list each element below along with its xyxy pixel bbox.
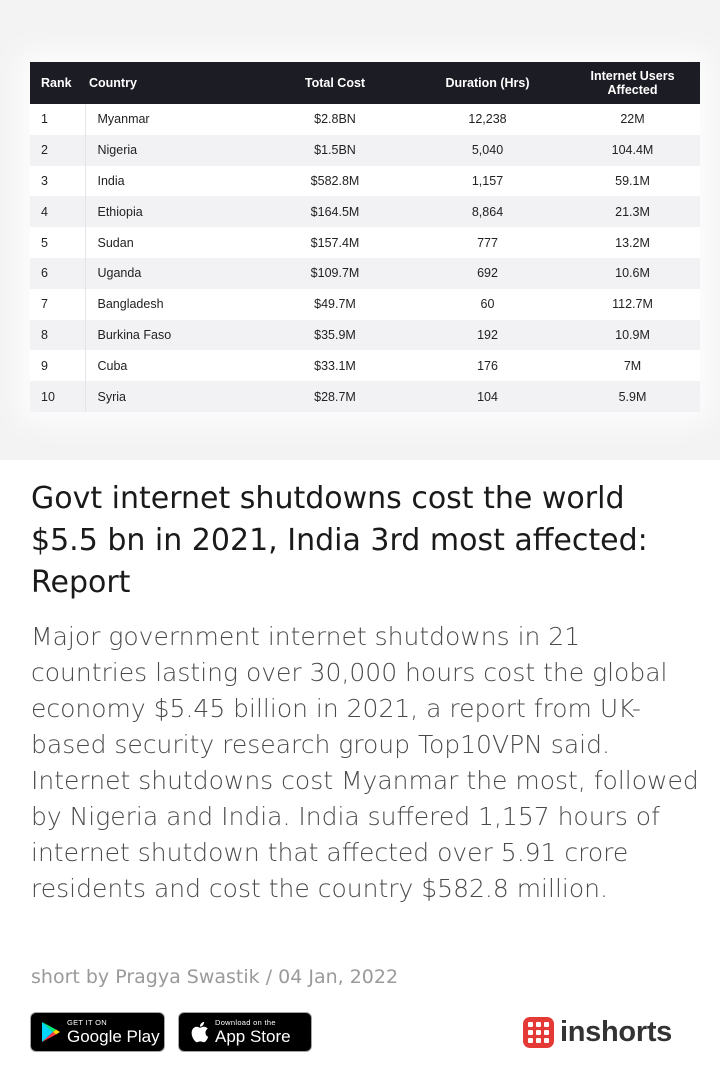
cell-rank: 1 <box>30 104 86 135</box>
cell-total-cost: $33.1M <box>314 358 356 373</box>
header-rank: Rank <box>41 76 72 90</box>
cell-total-cost: $109.7M <box>310 266 360 281</box>
cell-users-affected: 112.7M <box>612 297 653 312</box>
cell-users-affected: 21.3M <box>615 204 650 219</box>
cell-rank: 2 <box>30 134 86 166</box>
table-row: 5 Sudan $157.4M 777 13.2M <box>30 227 700 258</box>
cell-country: Cuba <box>97 358 128 373</box>
table-row: 4 Ethiopia $164.5M 8,864 21.3M <box>30 196 700 228</box>
cell-users-affected: 13.2M <box>615 235 650 250</box>
google-play-small-text: GET IT ON <box>67 1018 107 1027</box>
cell-country: India <box>97 173 125 188</box>
article-byline: short by Pragya Swastik / 04 Jan, 2022 <box>31 966 399 988</box>
table-row: 9 Cuba $33.1M 176 7M <box>30 350 700 382</box>
cell-users-affected: 22M <box>620 112 645 127</box>
cell-users-affected: 5.9M <box>618 389 647 404</box>
cell-duration: 5,040 <box>471 143 504 158</box>
cell-total-cost: $157.4M <box>310 235 360 250</box>
table-row: 7 Bangladesh $49.7M 60 112.7M <box>30 288 700 320</box>
cell-country: Uganda <box>97 266 142 281</box>
cell-users-affected: 10.6M <box>615 266 650 281</box>
header-country: Country <box>89 76 137 90</box>
cell-duration: 192 <box>477 327 498 342</box>
app-store-badge[interactable]: Download on the App Store <box>178 1012 312 1052</box>
cell-duration: 777 <box>477 235 498 250</box>
cell-rank: 7 <box>30 288 86 320</box>
cell-total-cost: $2.8BN <box>314 112 356 127</box>
table-row: 8 Burkina Faso $35.9M 192 10.9M <box>30 319 700 351</box>
google-play-badge[interactable]: GET IT ON Google Play <box>30 1012 165 1052</box>
inshorts-logo-icon <box>523 1016 554 1048</box>
cell-country: Bangladesh <box>97 297 164 312</box>
cell-rank: 5 <box>30 227 86 258</box>
cell-rank: 3 <box>30 165 86 197</box>
cell-duration: 176 <box>477 358 498 373</box>
cell-users-affected: 104.4M <box>611 143 654 158</box>
table-row: 6 Uganda $109.7M 692 10.6M <box>30 257 700 289</box>
play-store-icon <box>37 1021 65 1043</box>
shutdown-cost-table-card: Rank Country Total Cost Duration (Hrs) I… <box>30 62 700 412</box>
cell-country: Sudan <box>97 235 134 250</box>
shutdown-cost-table: Rank Country Total Cost Duration (Hrs) I… <box>30 62 701 412</box>
apple-icon <box>185 1020 213 1044</box>
cell-duration: 8,864 <box>471 204 504 219</box>
google-play-big-text: Google Play <box>67 1027 160 1046</box>
cell-country: Ethiopia <box>97 204 143 219</box>
table-row: 3 India $582.8M 1,157 59.1M <box>30 165 700 197</box>
cell-duration: 60 <box>480 297 495 312</box>
cell-duration: 692 <box>477 266 498 281</box>
cell-rank: 4 <box>30 196 86 228</box>
app-store-big-text: App Store <box>215 1027 291 1046</box>
header-duration: Duration (Hrs) <box>445 76 530 90</box>
table-header-row: Rank Country Total Cost Duration (Hrs) I… <box>30 62 700 104</box>
cell-country: Syria <box>97 389 126 404</box>
cell-total-cost: $1.5BN <box>314 143 356 158</box>
app-store-small-text: Download on the <box>215 1018 276 1027</box>
table-row: 2 Nigeria $1.5BN 5,040 104.4M <box>30 134 700 166</box>
cell-rank: 10 <box>30 381 86 412</box>
cell-users-affected: 10.9M <box>615 327 650 342</box>
inshorts-brand[interactable]: inshorts <box>523 1012 672 1052</box>
cell-users-affected: 7M <box>623 358 642 373</box>
article-body: Major government internet shutdowns in 2… <box>31 622 699 903</box>
cell-country: Nigeria <box>97 143 138 158</box>
cell-country: Myanmar <box>97 112 150 127</box>
cell-users-affected: 59.1M <box>615 173 650 188</box>
cell-total-cost: $28.7M <box>314 389 356 404</box>
cell-duration: 12,238 <box>468 112 507 127</box>
cell-duration: 104 <box>477 389 498 404</box>
cell-total-cost: $582.8M <box>310 173 360 188</box>
header-users-affected: Internet Users Affected <box>590 69 675 97</box>
cell-country: Burkina Faso <box>97 327 172 342</box>
table-body: 1 Myanmar $2.8BN 12,238 22M 2 Nigeria $1.5BN 5,0… <box>30 104 700 412</box>
article-headline[interactable]: Govt internet shutdowns cost the world $… <box>31 481 648 600</box>
header-total-cost: Total Cost <box>304 76 366 90</box>
table-row: 1 Myanmar $2.8BN 12,238 22M <box>30 104 700 135</box>
cell-rank: 8 <box>30 319 86 351</box>
cell-total-cost: $35.9M <box>314 327 356 342</box>
cell-total-cost: $164.5M <box>310 204 360 219</box>
cell-rank: 9 <box>30 350 86 382</box>
brand-name: inshorts <box>560 1015 672 1048</box>
cell-total-cost: $49.7M <box>314 297 356 312</box>
cell-duration: 1,157 <box>471 173 504 188</box>
article-image: Rank Country Total Cost Duration (Hrs) I… <box>0 0 720 460</box>
cell-rank: 6 <box>30 257 86 289</box>
table-row: 10 Syria $28.7M 104 5.9M <box>30 381 700 412</box>
